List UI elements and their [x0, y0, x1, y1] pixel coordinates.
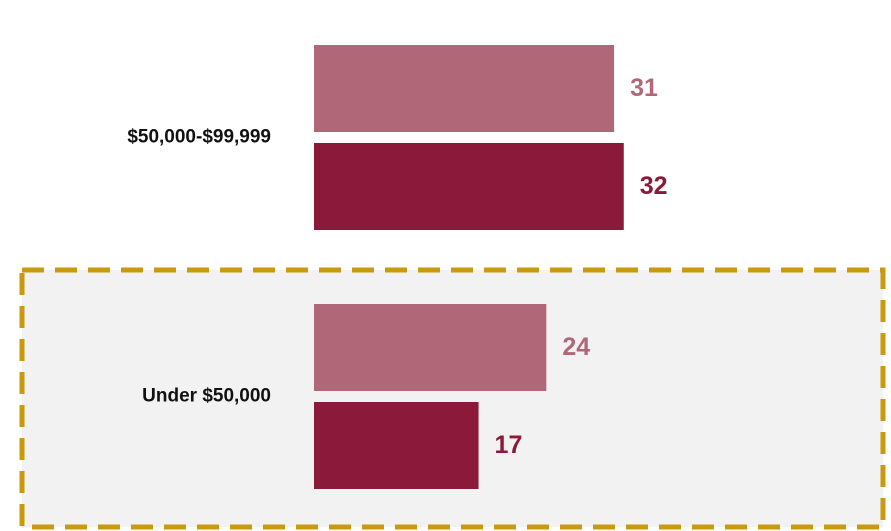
value-label: 24	[562, 333, 590, 361]
value-label: 17	[495, 431, 523, 459]
category-label: $50,000-$99,999	[127, 127, 271, 148]
bar	[314, 402, 479, 489]
bar	[314, 45, 615, 132]
category-label: Under $50,000	[142, 386, 271, 407]
value-label: 32	[640, 172, 668, 200]
value-label: 31	[630, 74, 658, 102]
bar	[314, 143, 624, 230]
bar	[314, 304, 547, 391]
